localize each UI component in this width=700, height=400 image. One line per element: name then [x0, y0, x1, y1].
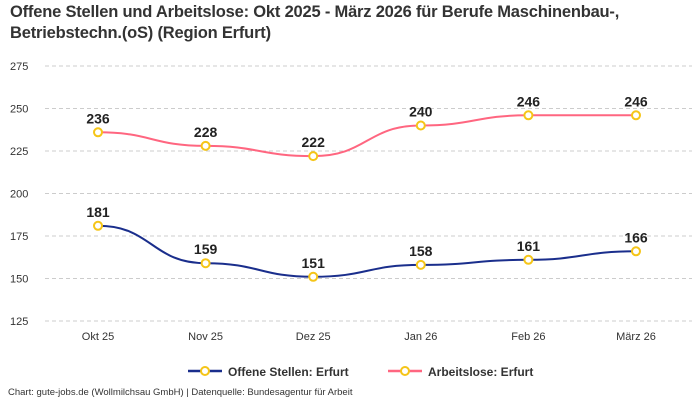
data-label: 246 [517, 93, 541, 109]
chart-footer: Chart: gute-jobs.de (Wollmilchsau GmbH) … [8, 387, 353, 398]
series-line-0 [97, 224, 637, 278]
data-label: 151 [302, 255, 326, 271]
y-tick-label: 225 [10, 146, 28, 158]
x-tick-label: März 26 [616, 331, 656, 343]
data-point [308, 151, 319, 162]
y-tick-label: 250 [10, 104, 28, 116]
data-point [308, 271, 319, 282]
y-tick-label: 175 [10, 231, 28, 243]
x-tick-label: Nov 25 [188, 331, 223, 343]
data-label: 246 [624, 93, 648, 109]
data-point [523, 110, 534, 121]
series-line-1 [97, 114, 636, 158]
data-label: 222 [302, 134, 326, 150]
chart-title: Offene Stellen und Arbeitslose: Okt 2025… [10, 3, 620, 42]
data-label: 159 [194, 241, 218, 257]
data-point [523, 254, 534, 265]
data-point [200, 258, 211, 269]
y-tick-label: 150 [10, 274, 28, 286]
data-label: 240 [409, 104, 433, 120]
data-label: 166 [624, 229, 648, 245]
data-point [415, 259, 426, 270]
data-label: 236 [86, 110, 110, 126]
data-label: 181 [86, 204, 110, 220]
x-tick-label: Feb 26 [511, 331, 545, 343]
legend-label: Arbeitslose: Erfurt [428, 365, 533, 379]
x-tick-label: Okt 25 [82, 331, 114, 343]
y-tick-label: 125 [10, 316, 28, 328]
data-point [631, 246, 641, 257]
data-point [93, 127, 103, 138]
data-point [93, 220, 103, 231]
data-label: 161 [517, 238, 541, 254]
legend-marker-icon [400, 366, 410, 376]
y-tick-label: 200 [10, 189, 28, 201]
legend-marker-icon [200, 366, 210, 376]
y-tick-label: 275 [10, 61, 28, 73]
x-tick-label: Dez 25 [296, 331, 331, 343]
data-point [631, 110, 641, 121]
legend-label: Offene Stellen: Erfurt [228, 365, 349, 379]
data-point [200, 140, 211, 151]
data-point [415, 120, 426, 131]
data-label: 228 [194, 124, 218, 140]
x-tick-label: Jan 26 [404, 331, 437, 343]
data-label: 158 [409, 243, 433, 259]
